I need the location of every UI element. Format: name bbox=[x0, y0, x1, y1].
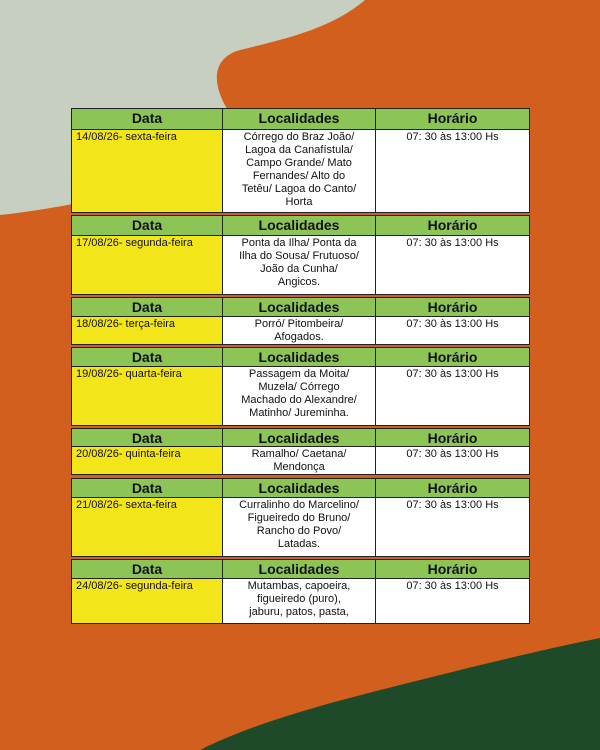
location-line: Passagem da Moita/ bbox=[248, 368, 350, 380]
header-cell: Horário bbox=[375, 297, 530, 317]
location-line: Córrego do Braz João/ bbox=[243, 131, 355, 143]
date-cell: 24/08/26- segunda-feira bbox=[71, 578, 223, 624]
header-cell: Localidades bbox=[222, 215, 376, 236]
locations-cell: Ramalho/ Caetana/Mendonça bbox=[222, 446, 376, 475]
location-line: Curralinho do Marcelino/ bbox=[239, 499, 359, 511]
date-cell: 14/08/26- sexta-feira bbox=[71, 129, 223, 213]
date-cell: 21/08/26- sexta-feira bbox=[71, 497, 223, 557]
header-cell: Data bbox=[71, 108, 223, 130]
time: 07: 30 às 13:00 Hs bbox=[406, 580, 499, 592]
time-cell: 07: 30 às 13:00 Hs bbox=[375, 235, 530, 295]
time-cell: 07: 30 às 13:00 Hs bbox=[375, 366, 530, 426]
header-cell: Localidades bbox=[222, 347, 376, 367]
header-cell: Data bbox=[71, 428, 223, 447]
date: 14/08/26- sexta-feira bbox=[76, 131, 177, 143]
location-line: Horta bbox=[285, 196, 313, 208]
date-cell: 19/08/26- quarta-feira bbox=[71, 366, 223, 426]
date: 24/08/26- segunda-feira bbox=[76, 580, 193, 592]
location-line: Latadas. bbox=[277, 538, 321, 550]
time: 07: 30 às 13:00 Hs bbox=[406, 368, 499, 380]
header-cell: Horário bbox=[375, 428, 530, 447]
time: 07: 30 às 13:00 Hs bbox=[406, 237, 499, 249]
location-line: jaburu, patos, pasta, bbox=[249, 606, 349, 618]
location-line: Afogados. bbox=[274, 331, 324, 343]
location-line: João da Cunha/ bbox=[260, 263, 338, 275]
header-cell: Data bbox=[71, 215, 223, 236]
time-cell: 07: 30 às 13:00 Hs bbox=[375, 316, 530, 345]
locations-cell: Curralinho do Marcelino/Figueiredo do Br… bbox=[222, 497, 376, 557]
location-line: Mendonça bbox=[273, 461, 325, 473]
date-cell: 20/08/26- quinta-feira bbox=[71, 446, 223, 475]
location-line: Porró/ Pitombeira/ bbox=[254, 318, 344, 330]
header-cell: Localidades bbox=[222, 108, 376, 130]
date: 18/08/26- terça-feira bbox=[76, 318, 176, 330]
location-line: Machado do Alexandre/ bbox=[241, 394, 357, 406]
date-cell: 17/08/26- segunda-feira bbox=[71, 235, 223, 295]
location-line: Angicos. bbox=[277, 276, 321, 288]
location-line: figueiredo (puro), bbox=[257, 593, 341, 605]
location-line: Figueiredo do Bruno/ bbox=[247, 512, 351, 524]
header-cell: Horário bbox=[375, 559, 530, 579]
header-cell: Horário bbox=[375, 108, 530, 130]
date: 20/08/26- quinta-feira bbox=[76, 448, 181, 460]
location-line: Lagoa da Canafístula/ bbox=[245, 144, 353, 156]
header-cell: Localidades bbox=[222, 428, 376, 447]
locations-cell: Córrego do Braz João/Lagoa da Canafístul… bbox=[222, 129, 376, 213]
time: 07: 30 às 13:00 Hs bbox=[406, 131, 499, 143]
time-cell: 07: 30 às 13:00 Hs bbox=[375, 129, 530, 213]
locations-cell: Mutambas, capoeira, figueiredo (puro), jab… bbox=[222, 578, 376, 624]
location-line: Ilha do Sousa/ Frutuoso/ bbox=[239, 250, 359, 262]
time: 07: 30 às 13:00 Hs bbox=[406, 448, 499, 460]
header-cell: Data bbox=[71, 478, 223, 498]
header-cell: Localidades bbox=[222, 478, 376, 498]
time-cell: 07: 30 às 13:00 Hs bbox=[375, 497, 530, 557]
time: 07: 30 às 13:00 Hs bbox=[406, 499, 499, 511]
location-line: Muzela/ Córrego bbox=[258, 381, 340, 393]
location-line: Rancho do Povo/ bbox=[256, 525, 342, 537]
time: 07: 30 às 13:00 Hs bbox=[406, 318, 499, 330]
location-line: Fernandes/ Alto do bbox=[252, 170, 346, 182]
location-line: Tetêu/ Lagoa do Canto/ bbox=[241, 183, 357, 195]
date: 19/08/26- quarta-feira bbox=[76, 368, 182, 380]
date: 17/08/26- segunda-feira bbox=[76, 237, 193, 249]
location-line: Matinho/ Jureminha. bbox=[249, 407, 349, 419]
header-cell: Data bbox=[71, 347, 223, 367]
header-cell: Horário bbox=[375, 347, 530, 367]
locations-cell: Ponta da Ilha/ Ponta da Ilha do Sousa/ Fr… bbox=[222, 235, 376, 295]
location-line: Campo Grande/ Mato bbox=[246, 157, 352, 169]
header-cell: Horário bbox=[375, 215, 530, 236]
locations-cell: Porró/ Pitombeira/Afogados. bbox=[222, 316, 376, 345]
time-cell: 07: 30 às 13:00 Hs bbox=[375, 578, 530, 624]
header-cell: Localidades bbox=[222, 297, 376, 317]
header-cell: Data bbox=[71, 559, 223, 579]
header-cell: Horário bbox=[375, 478, 530, 498]
date-cell: 18/08/26- terça-feira bbox=[71, 316, 223, 345]
header-cell: Localidades bbox=[222, 559, 376, 579]
location-line: Ramalho/ Caetana/ bbox=[251, 448, 347, 460]
location-line: Mutambas, capoeira, bbox=[247, 580, 351, 592]
header-cell: Data bbox=[71, 297, 223, 317]
location-line: Ponta da Ilha/ Ponta da bbox=[241, 237, 357, 249]
time-cell: 07: 30 às 13:00 Hs bbox=[375, 446, 530, 475]
locations-cell: Passagem da Moita/Muzela/ Córrego Machado… bbox=[222, 366, 376, 426]
date: 21/08/26- sexta-feira bbox=[76, 499, 177, 511]
